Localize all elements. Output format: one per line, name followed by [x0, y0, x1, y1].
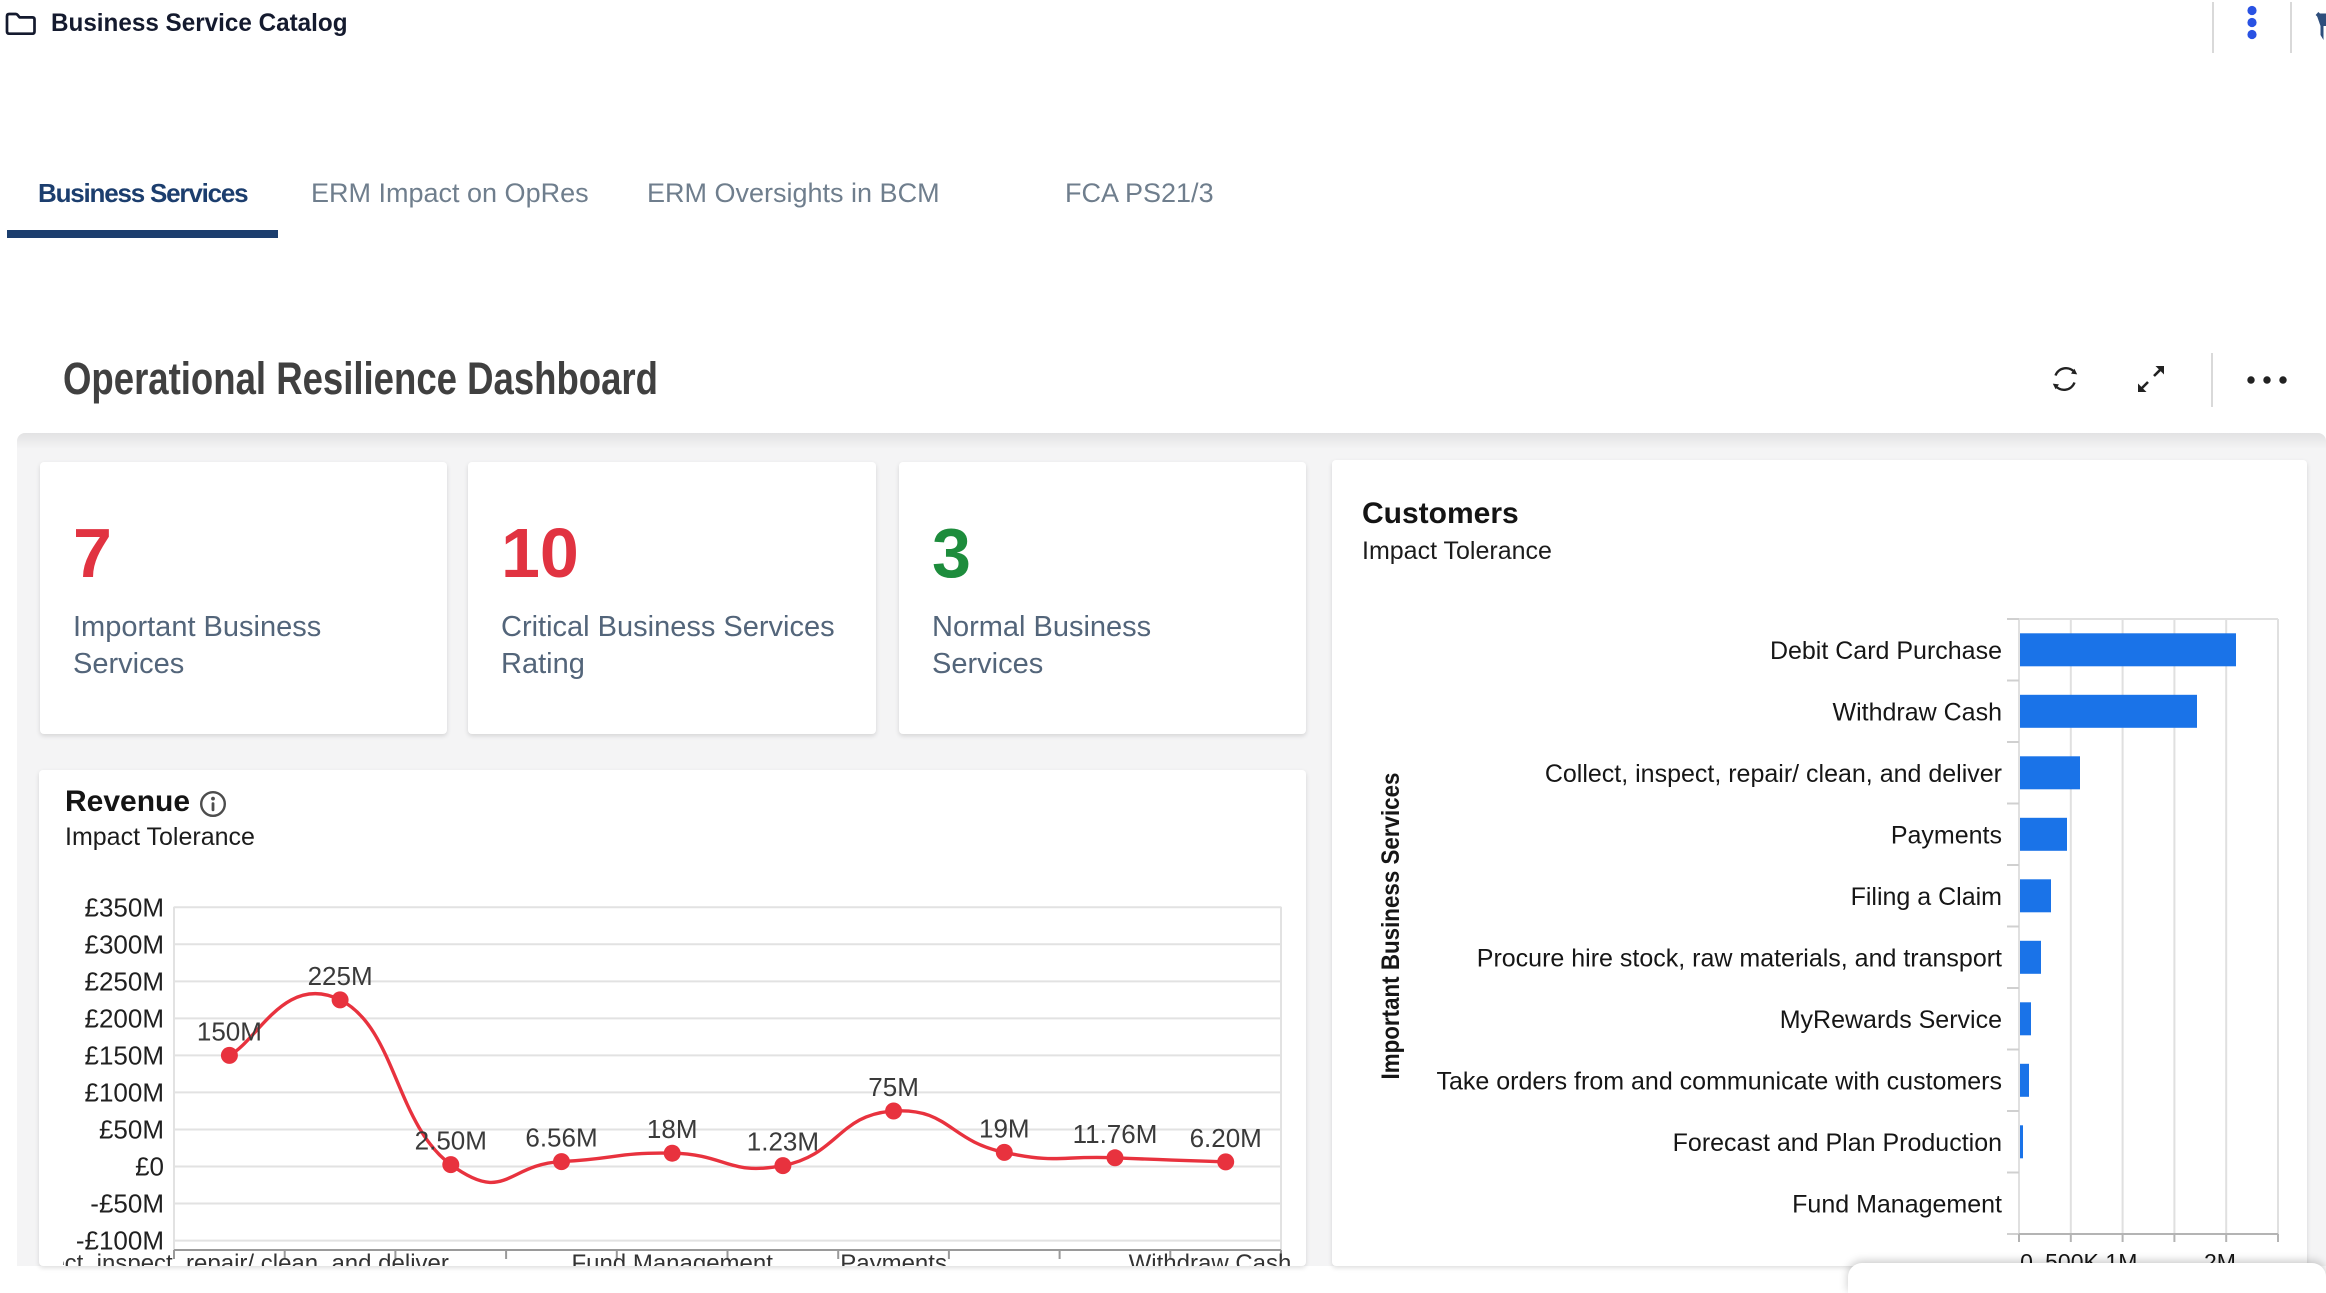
svg-text:£0: £0	[135, 1152, 164, 1182]
svg-text:1.23M: 1.23M	[747, 1127, 819, 1157]
svg-text:Fund Management: Fund Management	[1792, 1190, 2002, 1218]
svg-text:£300M: £300M	[85, 929, 165, 959]
svg-text:1M: 1M	[2105, 1249, 2137, 1266]
svg-text:Debit Card Purchase: Debit Card Purchase	[1770, 637, 2002, 665]
svg-text:MyRewards Service: MyRewards Service	[1780, 1006, 2002, 1034]
svg-text:£200M: £200M	[85, 1003, 165, 1033]
svg-text:500K: 500K	[2045, 1249, 2099, 1266]
svg-text:6.20M: 6.20M	[1190, 1123, 1262, 1153]
svg-text:Procure hire stock, raw materi: Procure hire stock, raw materials, and t…	[1477, 944, 2002, 972]
svg-text:Fund Management: Fund Management	[571, 1250, 773, 1266]
svg-text:Forecast and Plan Production: Forecast and Plan Production	[1673, 1129, 2002, 1157]
svg-text:£350M: £350M	[85, 892, 165, 922]
svg-text:Payments: Payments	[840, 1250, 947, 1266]
svg-text:0: 0	[2020, 1249, 2033, 1266]
svg-text:19M: 19M	[979, 1113, 1030, 1143]
svg-text:£100M: £100M	[85, 1077, 165, 1107]
svg-text:Withdraw Cash: Withdraw Cash	[1833, 698, 2003, 726]
svg-text:11.76M: 11.76M	[1073, 1119, 1158, 1149]
svg-text:6.56M: 6.56M	[525, 1123, 597, 1153]
svg-text:2.50M: 2.50M	[415, 1126, 487, 1156]
svg-text:Important Business Services: Important Business Services	[1377, 773, 1405, 1080]
svg-text:Withdraw Cash: Withdraw Cash	[1129, 1250, 1292, 1266]
svg-text:£150M: £150M	[85, 1040, 165, 1070]
svg-text:18M: 18M	[647, 1114, 698, 1144]
svg-text:Collect, inspect, repair/ clea: Collect, inspect, repair/ clean, and del…	[63, 1250, 449, 1266]
svg-text:150M: 150M	[197, 1016, 262, 1046]
svg-text:Filing a Claim: Filing a Claim	[1851, 883, 2002, 911]
svg-text:-£100M: -£100M	[76, 1226, 164, 1256]
svg-text:Take orders from and communica: Take orders from and communicate with cu…	[1437, 1067, 2003, 1095]
svg-text:Collect, inspect, repair/ clea: Collect, inspect, repair/ clean, and del…	[1545, 760, 2002, 788]
svg-text:Payments: Payments	[1891, 821, 2002, 849]
svg-text:75M: 75M	[868, 1072, 919, 1102]
svg-text:£250M: £250M	[85, 966, 165, 996]
svg-text:2M: 2M	[2204, 1249, 2236, 1266]
svg-text:225M: 225M	[308, 961, 373, 991]
svg-text:£50M: £50M	[99, 1115, 164, 1145]
svg-text:-£50M: -£50M	[90, 1189, 164, 1219]
